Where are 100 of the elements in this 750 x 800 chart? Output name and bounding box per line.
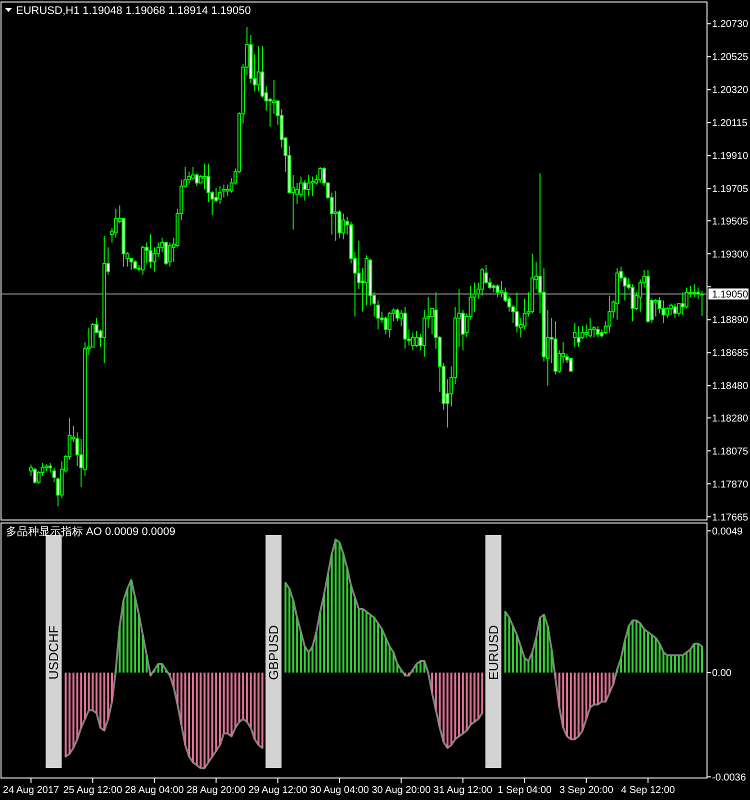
bar	[670, 655, 672, 673]
bar	[261, 672, 264, 748]
bar	[419, 661, 422, 673]
bar	[222, 672, 225, 734]
bar	[674, 655, 676, 673]
candlestick	[306, 174, 311, 196]
bar	[72, 672, 74, 748]
candlestick	[33, 467, 37, 484]
bar	[635, 620, 638, 673]
x-tick-label: 31 Aug 12:00	[433, 785, 493, 796]
bar	[242, 672, 244, 719]
candlestick	[673, 303, 677, 319]
bar	[416, 664, 418, 673]
candlestick	[680, 292, 685, 316]
bar	[230, 672, 233, 736]
bar	[539, 618, 542, 673]
y-tick-label: 1.19505	[712, 216, 749, 228]
bar	[504, 612, 506, 673]
bar	[354, 597, 356, 673]
bar	[423, 661, 426, 673]
bar	[326, 574, 329, 673]
x-tick-label: 24 Aug 2017	[2, 785, 60, 796]
y-tick-label: 1.18890	[712, 315, 749, 326]
candlestick	[515, 292, 519, 334]
y-tick-label: 0.00	[712, 668, 732, 680]
bar	[527, 661, 530, 673]
bar	[342, 554, 344, 673]
bar	[516, 635, 518, 673]
x-tick-label: 28 Aug 20:00	[186, 785, 246, 796]
bar	[192, 672, 194, 762]
candlestick	[226, 184, 230, 196]
x-tick-label: 30 Aug 20:00	[372, 785, 432, 796]
x-tick-label: 3 Sep 20:00	[559, 785, 614, 796]
bar	[68, 672, 71, 754]
bar	[678, 655, 680, 673]
candlestick	[114, 208, 118, 238]
ref-line-label: 1.19050	[712, 289, 749, 300]
bar	[647, 632, 650, 673]
candlestick	[218, 186, 222, 204]
candlestick	[191, 166, 195, 180]
series-label: EURUSD	[485, 535, 502, 768]
bar	[535, 638, 538, 673]
y-tick-label: 1.18685	[712, 348, 749, 360]
bar	[103, 672, 106, 731]
candlestick	[654, 298, 658, 317]
candlestick	[202, 163, 206, 190]
bar	[682, 655, 684, 673]
bar	[319, 612, 322, 673]
bar	[218, 672, 221, 746]
bar	[84, 672, 86, 719]
bar	[180, 672, 182, 725]
series-label: GBPUSD	[266, 535, 282, 768]
candlestick	[662, 300, 666, 324]
chart-title: EURUSD,H1 1.19048 1.19068 1.18914 1.19050	[16, 5, 251, 17]
y-tick-label: 1.17870	[712, 479, 749, 490]
candlestick	[584, 324, 588, 338]
candlestick	[500, 280, 504, 298]
bar	[616, 670, 618, 673]
bar	[697, 644, 700, 673]
bar	[296, 618, 298, 673]
bar	[234, 672, 236, 728]
bar	[384, 638, 387, 673]
bar	[520, 646, 522, 673]
bar	[512, 626, 514, 673]
bar	[200, 672, 202, 768]
y-tick-label: 1.19910	[712, 151, 749, 162]
bar	[92, 672, 94, 710]
bar	[334, 540, 337, 673]
candlestick	[692, 284, 696, 298]
candlestick	[342, 213, 346, 240]
bar	[207, 672, 210, 762]
bar	[628, 626, 630, 673]
candlestick	[588, 318, 592, 338]
x-tick-label: 4 Sep 12:00	[621, 785, 676, 796]
x-tick-label: 29 Aug 12:00	[248, 785, 308, 796]
candlestick	[596, 326, 600, 338]
candlestick	[334, 190, 338, 242]
x-tick-label: 28 Aug 04:00	[124, 785, 184, 796]
y-tick-label: 1.18280	[712, 413, 749, 424]
bar	[650, 635, 653, 673]
series-label: USDCHF	[46, 535, 62, 768]
bar	[254, 672, 256, 740]
bar	[150, 672, 152, 676]
bar	[304, 646, 306, 673]
bar	[380, 629, 383, 673]
bar	[300, 632, 302, 673]
candlestick	[214, 187, 218, 203]
bar	[188, 672, 190, 757]
bar	[99, 672, 102, 728]
candlestick	[140, 245, 145, 276]
bar	[64, 672, 67, 757]
x-tick-label: 1 Sep 04:00	[498, 785, 552, 796]
y-tick-label: 1.18480	[712, 381, 749, 392]
bar	[246, 672, 248, 722]
y-tick-label: 1.19300	[712, 249, 749, 260]
chart-title: 多品种显示指标 AO 0.0009 0.0009	[6, 525, 176, 538]
bar	[632, 620, 634, 673]
bar	[196, 672, 198, 766]
candlestick	[480, 268, 484, 296]
y-tick-label: 1.17665	[712, 512, 749, 524]
